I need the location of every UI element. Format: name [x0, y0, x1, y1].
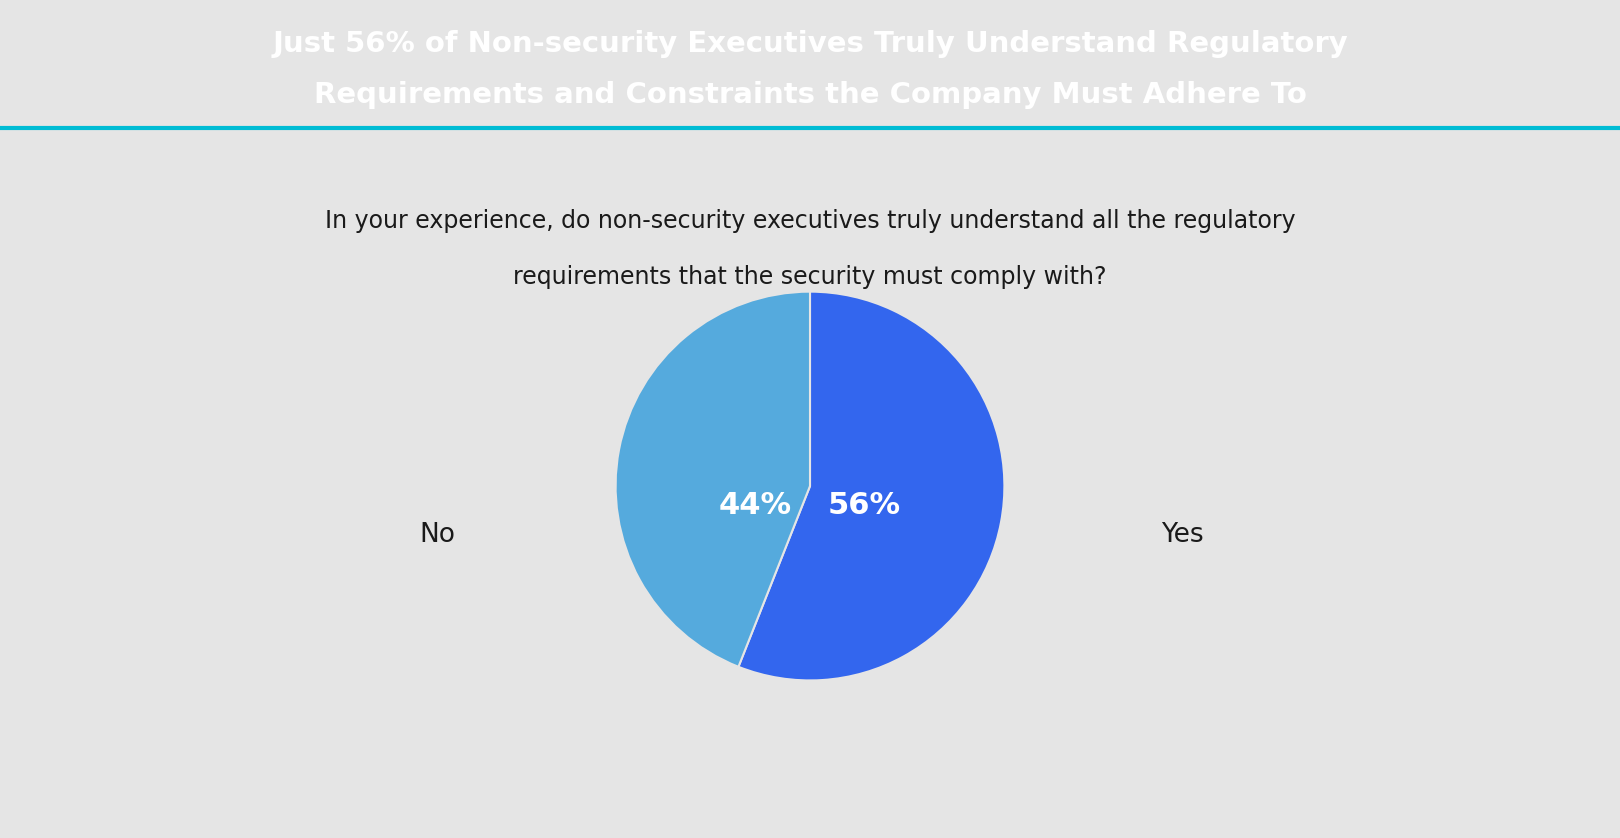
Text: Just 56% of Non-security Executives Truly Understand Regulatory: Just 56% of Non-security Executives Trul… — [272, 29, 1348, 58]
Text: 56%: 56% — [828, 491, 901, 520]
Text: In your experience, do non-security executives truly understand all the regulato: In your experience, do non-security exec… — [324, 209, 1296, 233]
Text: Requirements and Constraints the Company Must Adhere To: Requirements and Constraints the Company… — [314, 81, 1306, 109]
Text: 44%: 44% — [719, 491, 792, 520]
Text: Yes: Yes — [1162, 521, 1204, 547]
Text: requirements that the security must comply with?: requirements that the security must comp… — [514, 265, 1106, 289]
Wedge shape — [616, 292, 810, 667]
Wedge shape — [739, 292, 1004, 680]
Text: No: No — [420, 521, 455, 547]
